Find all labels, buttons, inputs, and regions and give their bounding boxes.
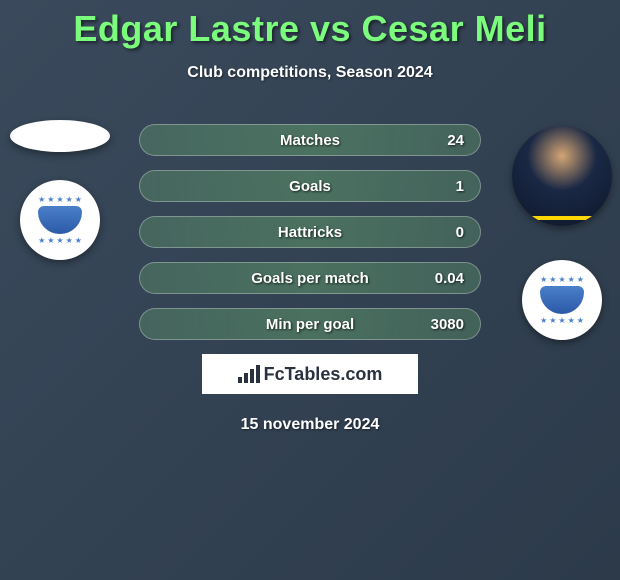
stat-row: Matches 24: [139, 124, 481, 156]
stat-right: 0: [424, 224, 464, 241]
stat-row: Goals per match 0.04: [139, 262, 481, 294]
club-left-badge: ★★★★★ ★★★★★: [20, 180, 100, 260]
stat-right: 3080: [424, 316, 464, 333]
comparison-card: Edgar Lastre vs Cesar Meli Club competit…: [0, 0, 620, 580]
player-right-avatar: [512, 126, 612, 226]
stat-label: Goals per match: [251, 270, 369, 287]
stat-label: Goals: [289, 178, 331, 195]
stat-label: Matches: [280, 132, 340, 149]
stat-row: Goals 1: [139, 170, 481, 202]
stats-list: Matches 24 Goals 1 Hattricks 0 Goals per…: [139, 124, 481, 340]
date-text: 15 november 2024: [0, 416, 620, 434]
emelec-badge-right: ★★★★★ ★★★★★: [540, 275, 584, 325]
stat-right: 0.04: [424, 270, 464, 287]
brand-text: FcTables.com: [264, 364, 383, 385]
chart-icon: [238, 365, 260, 383]
player-left-avatar: [10, 120, 110, 152]
stat-row: Hattricks 0: [139, 216, 481, 248]
stat-label: Min per goal: [266, 316, 354, 333]
brand-box[interactable]: FcTables.com: [202, 354, 418, 394]
stat-label: Hattricks: [278, 224, 342, 241]
page-title: Edgar Lastre vs Cesar Meli: [0, 0, 620, 50]
stat-right: 24: [424, 132, 464, 149]
subtitle: Club competitions, Season 2024: [0, 64, 620, 82]
stat-right: 1: [424, 178, 464, 195]
emelec-badge-left: ★★★★★ ★★★★★: [38, 195, 82, 245]
club-right-badge: ★★★★★ ★★★★★: [522, 260, 602, 340]
stat-row: Min per goal 3080: [139, 308, 481, 340]
